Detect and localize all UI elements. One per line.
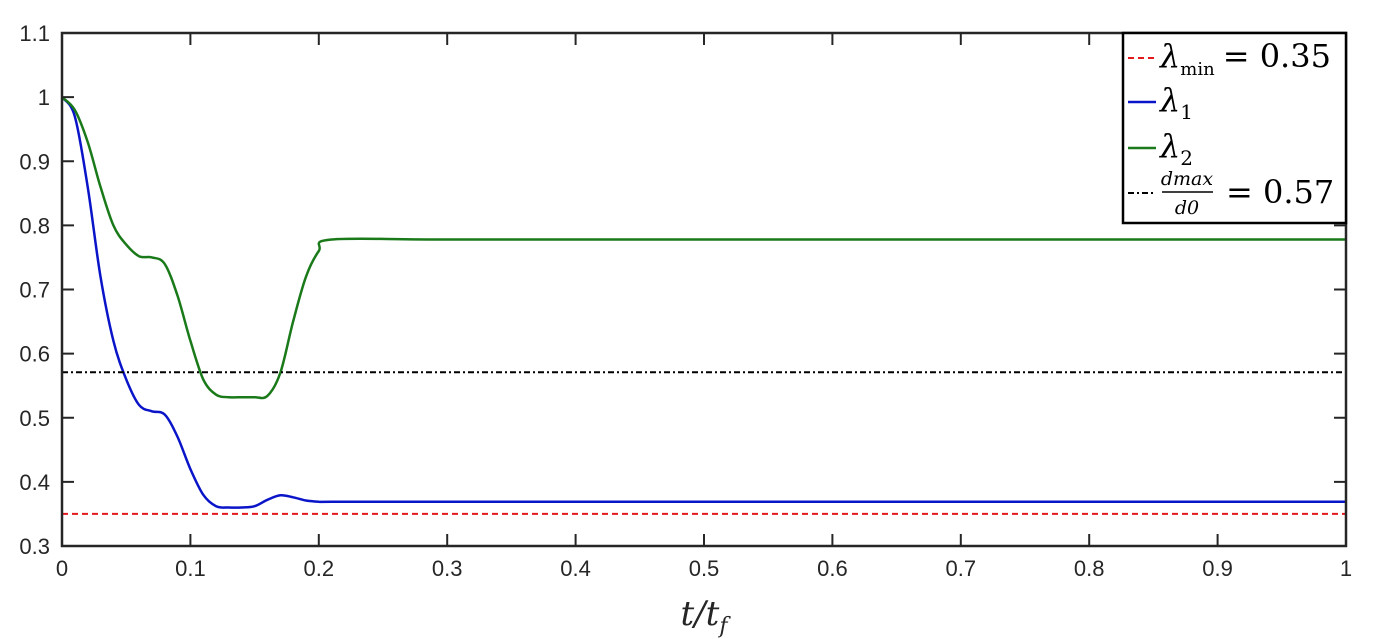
y-tick-label: 0.5 <box>19 406 50 431</box>
x-tick-label: 0.3 <box>432 556 463 581</box>
series-lambda-2 <box>62 96 1346 400</box>
y-tick-label: 1.1 <box>19 21 50 46</box>
y-tick-label: 0.7 <box>19 278 50 303</box>
y-tick-label: 0.8 <box>19 213 50 238</box>
x-tick-label: 0 <box>56 556 68 581</box>
tick-label-layer: 0 0.1 0.2 0.3 0.4 0.5 0.6 0.7 0.8 0.9 1 0.3 0.4 0.5 0.… <box>19 21 1352 581</box>
x-tick-label: 0.9 <box>1202 556 1233 581</box>
legend-frac-numerator: dmax <box>1161 168 1214 190</box>
plot-frame <box>60 31 1348 548</box>
x-tick-label: 0.5 <box>689 556 720 581</box>
legend-box <box>1121 31 1348 225</box>
x-tick-label: 0.1 <box>175 556 206 581</box>
legend-value-dmax-ratio: = 0.57 <box>1226 173 1334 211</box>
x-tick-label: 1 <box>1340 556 1352 581</box>
legend-label-lambda-min: λmin = 0.35 <box>1158 37 1331 80</box>
legend-frac-denominator: d0 <box>1175 197 1199 219</box>
y-tick-label: 1 <box>38 85 50 110</box>
x-axis-title: t/tf <box>681 594 732 639</box>
x-tick-label: 0.8 <box>1074 556 1105 581</box>
x-tick-label: 0.6 <box>817 556 848 581</box>
x-tick-label: 0.2 <box>304 556 335 581</box>
series-layer <box>62 96 1346 515</box>
legend-label-lambda-2: λ2 <box>1158 127 1193 170</box>
x-tick-label: 0.4 <box>560 556 591 581</box>
legend-label-lambda-1: λ1 <box>1158 81 1193 124</box>
y-tick-label: 0.9 <box>19 149 50 174</box>
x-tick-label: 0.7 <box>946 556 977 581</box>
y-tick-label: 0.4 <box>19 470 50 495</box>
y-tick-label: 0.6 <box>19 342 50 367</box>
legend: λmin = 0.35 λ1 λ2 dmax d0 = 0.57 <box>1121 31 1348 225</box>
series-lambda-1 <box>62 96 1346 509</box>
y-tick-label: 0.3 <box>19 534 50 559</box>
